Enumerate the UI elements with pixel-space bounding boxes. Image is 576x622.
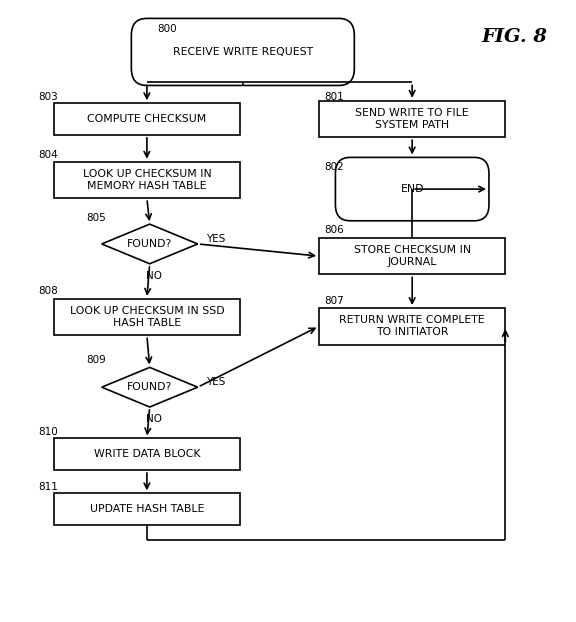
Text: FOUND?: FOUND?	[127, 239, 172, 249]
Text: 807: 807	[325, 296, 344, 306]
Text: COMPUTE CHECKSUM: COMPUTE CHECKSUM	[87, 114, 207, 124]
Text: RETURN WRITE COMPLETE
TO INITIATOR: RETURN WRITE COMPLETE TO INITIATOR	[339, 315, 485, 337]
FancyBboxPatch shape	[54, 103, 240, 135]
Text: 809: 809	[86, 355, 105, 364]
FancyBboxPatch shape	[319, 101, 505, 137]
Text: 808: 808	[38, 286, 58, 296]
Text: 805: 805	[86, 213, 105, 223]
FancyBboxPatch shape	[319, 308, 505, 345]
FancyBboxPatch shape	[131, 19, 354, 85]
FancyBboxPatch shape	[319, 238, 505, 274]
FancyBboxPatch shape	[335, 157, 489, 221]
Text: YES: YES	[206, 378, 226, 388]
Text: 806: 806	[325, 225, 344, 235]
Text: YES: YES	[206, 234, 226, 244]
Text: 811: 811	[38, 482, 58, 492]
Polygon shape	[102, 368, 198, 407]
Text: 802: 802	[325, 162, 344, 172]
Text: RECEIVE WRITE REQUEST: RECEIVE WRITE REQUEST	[173, 47, 313, 57]
Text: FOUND?: FOUND?	[127, 382, 172, 392]
Text: 800: 800	[157, 24, 177, 34]
Text: 803: 803	[38, 92, 58, 102]
FancyBboxPatch shape	[54, 299, 240, 335]
FancyBboxPatch shape	[54, 439, 240, 470]
Text: UPDATE HASH TABLE: UPDATE HASH TABLE	[90, 504, 204, 514]
Polygon shape	[102, 224, 198, 264]
Text: WRITE DATA BLOCK: WRITE DATA BLOCK	[94, 449, 200, 459]
FancyBboxPatch shape	[54, 162, 240, 198]
Text: 804: 804	[38, 150, 58, 160]
Text: FIG. 8: FIG. 8	[482, 27, 548, 45]
Text: END: END	[400, 184, 424, 194]
FancyBboxPatch shape	[54, 493, 240, 525]
Text: NO: NO	[146, 271, 162, 281]
Text: SEND WRITE TO FILE
SYSTEM PATH: SEND WRITE TO FILE SYSTEM PATH	[355, 108, 469, 130]
Text: LOOK UP CHECKSUM IN
MEMORY HASH TABLE: LOOK UP CHECKSUM IN MEMORY HASH TABLE	[82, 169, 211, 191]
Text: NO: NO	[146, 414, 162, 424]
Text: LOOK UP CHECKSUM IN SSD
HASH TABLE: LOOK UP CHECKSUM IN SSD HASH TABLE	[70, 306, 224, 328]
Text: 810: 810	[38, 427, 58, 437]
Text: STORE CHECKSUM IN
JOURNAL: STORE CHECKSUM IN JOURNAL	[354, 245, 471, 267]
Text: 801: 801	[325, 92, 344, 102]
